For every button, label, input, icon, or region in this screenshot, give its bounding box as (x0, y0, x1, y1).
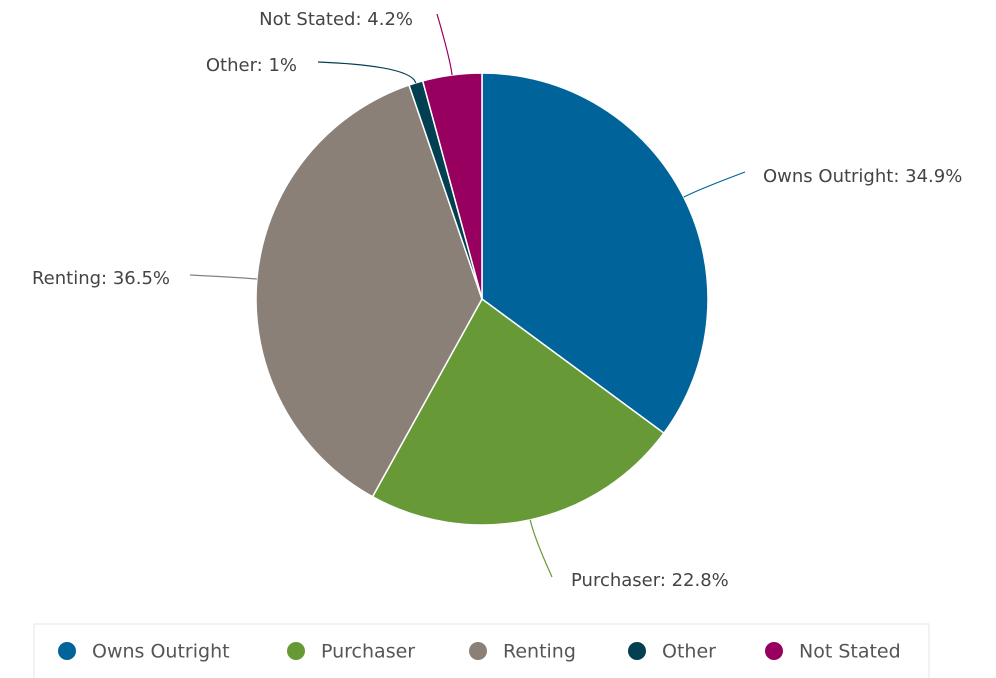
connector (317, 61, 417, 84)
legend-marker (628, 642, 646, 660)
pie-slice (255, 84, 483, 498)
data-label: Other: 1% (206, 55, 297, 76)
legend-marker (765, 642, 783, 660)
connector (189, 274, 257, 280)
connector (683, 171, 746, 198)
legend-label: Other (662, 641, 716, 663)
legend-marker (287, 642, 305, 660)
legend-label: Not Stated (799, 641, 901, 663)
data-label: Purchaser: 22.8% (571, 570, 729, 591)
data-label: Not Stated: 4.2% (259, 9, 413, 30)
data-label: Renting: 36.5% (32, 268, 170, 289)
connector (436, 13, 453, 76)
data-label: Owns Outright: 34.9% (763, 166, 962, 187)
legend-label: Purchaser (321, 641, 415, 663)
legend: Owns Outright Purchaser Renting Other Not St… (58, 641, 901, 663)
connector (529, 519, 553, 578)
legend-label: Owns Outright (92, 641, 230, 663)
legend-marker (58, 642, 76, 660)
legend-label: Renting (503, 641, 576, 663)
legend-marker (469, 642, 487, 660)
pie-slice (421, 72, 483, 300)
